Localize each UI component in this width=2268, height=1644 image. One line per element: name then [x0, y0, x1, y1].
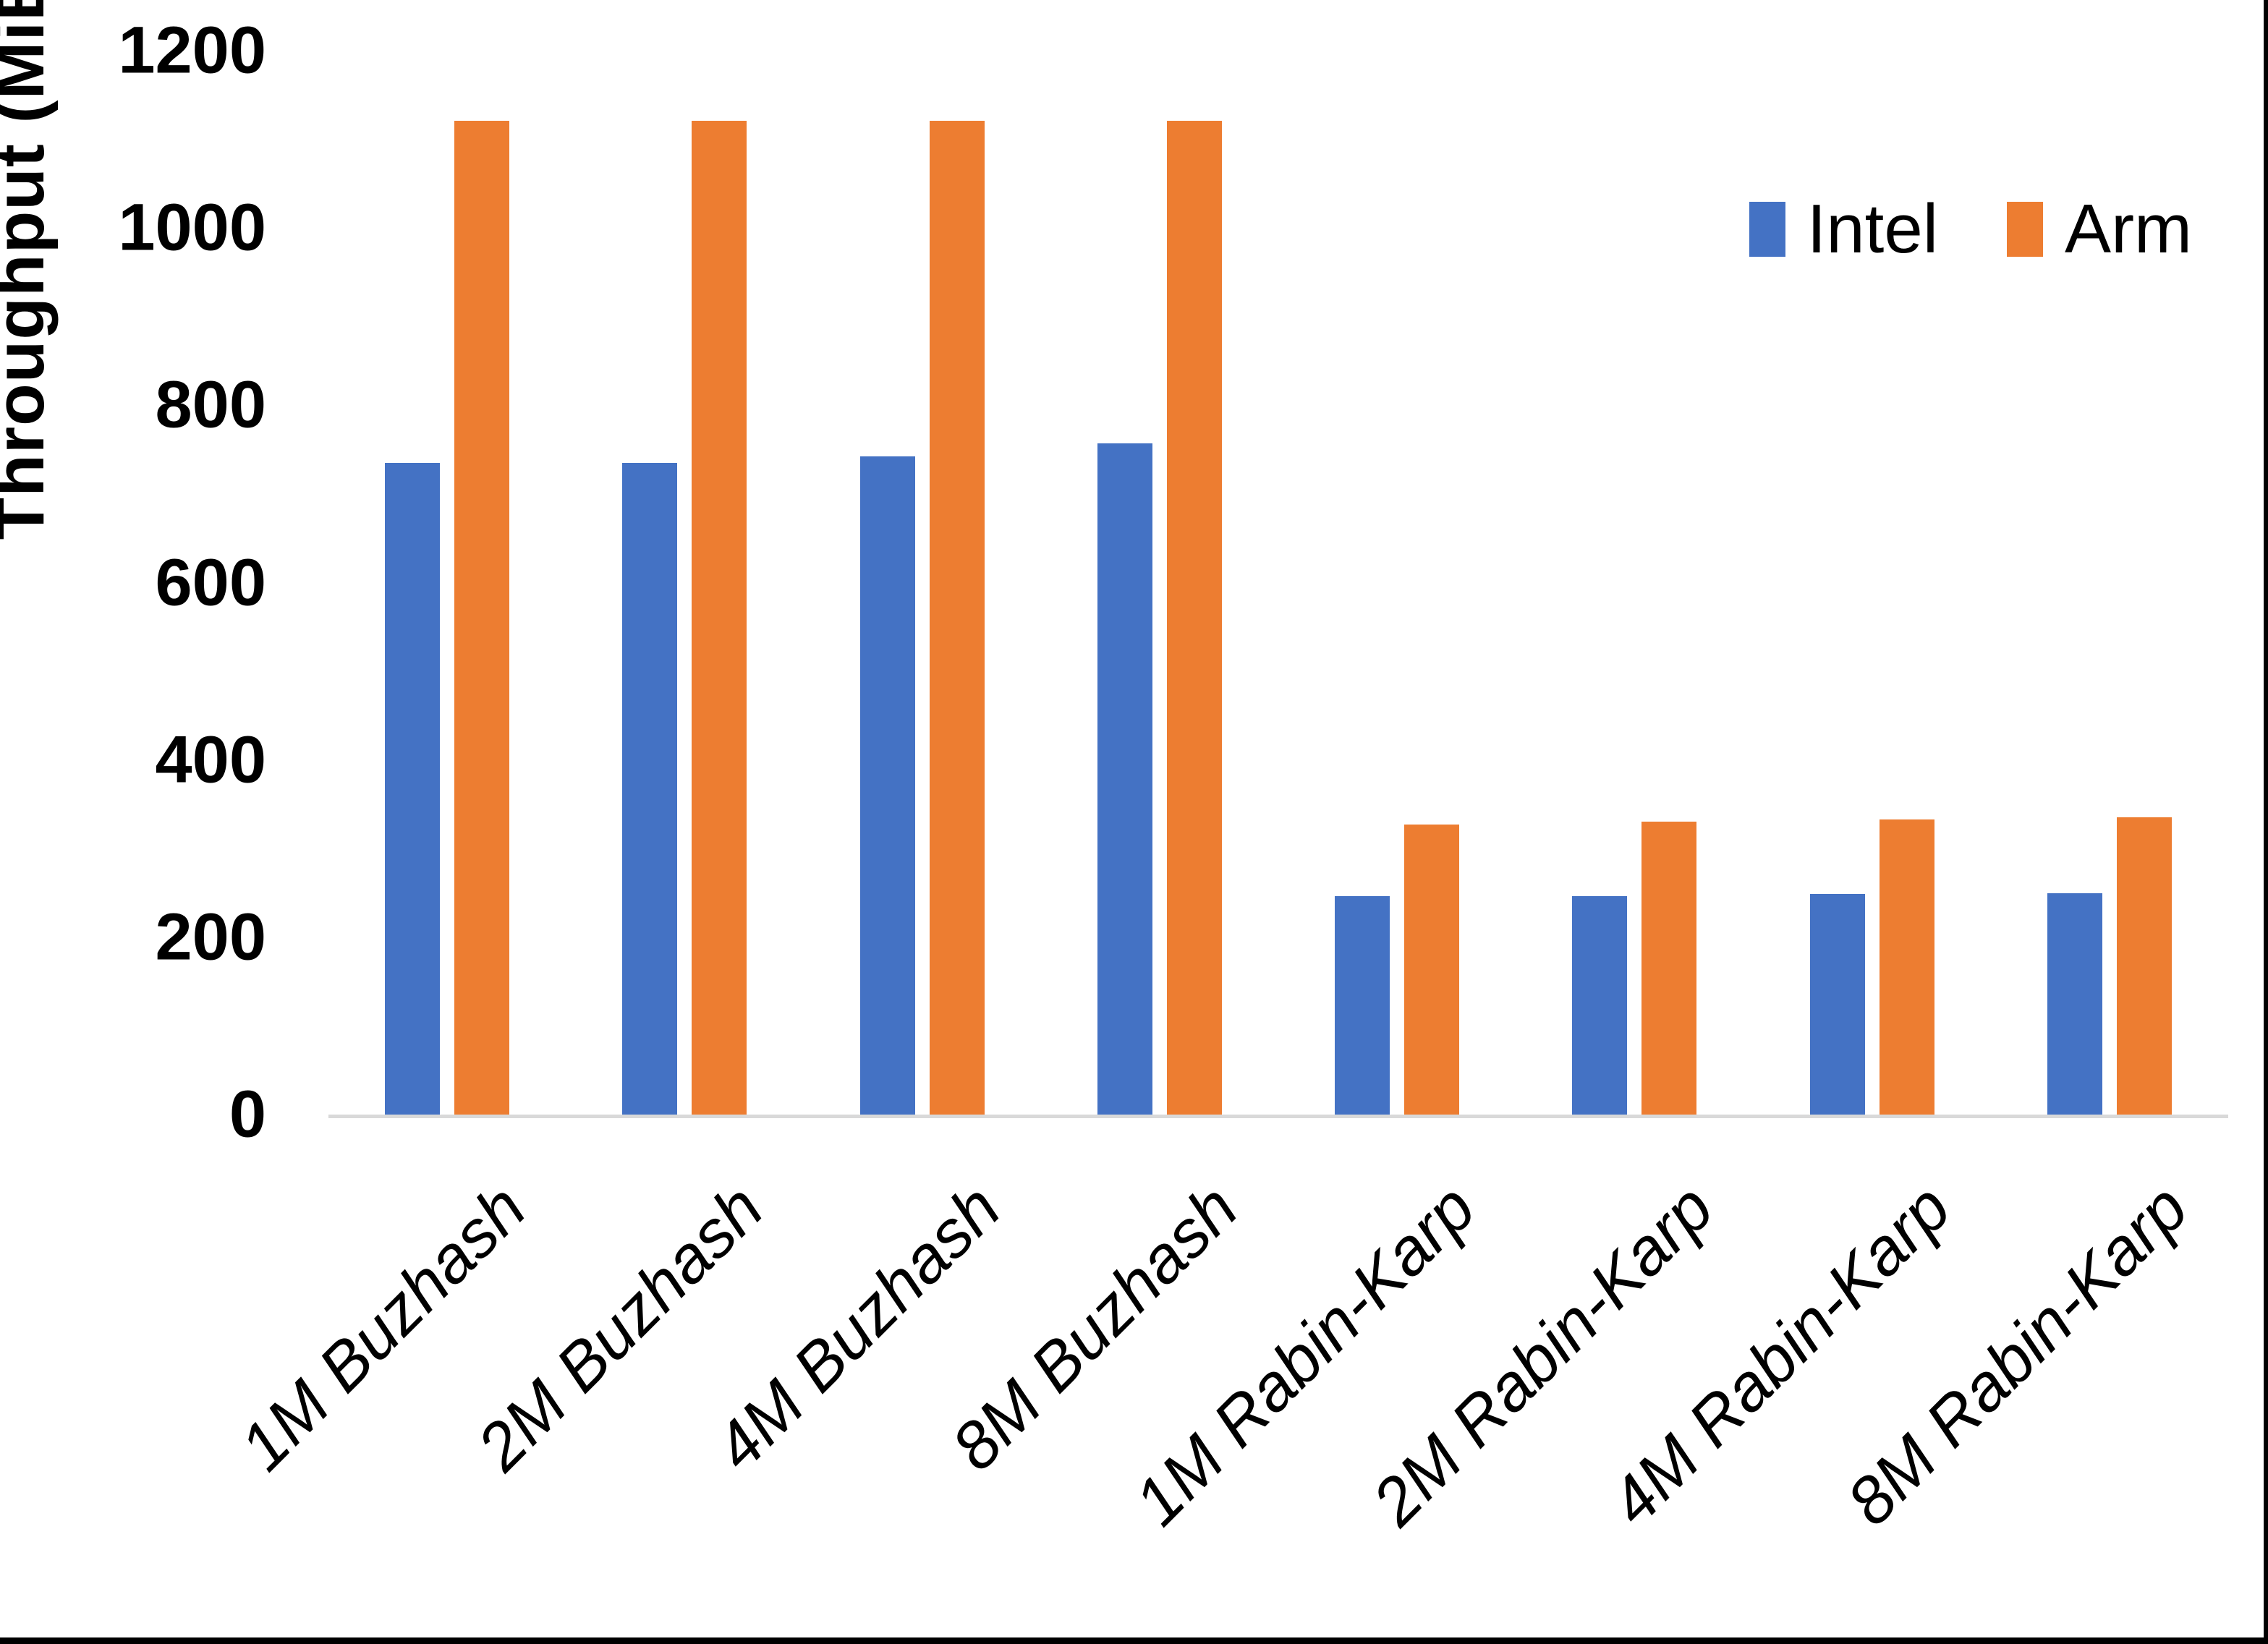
legend-label-intel: Intel [1806, 190, 1939, 268]
x-axis-line [328, 1115, 2228, 1118]
window-border-bottom [0, 1637, 2268, 1644]
legend-swatch-intel-icon [1749, 202, 1785, 257]
bar-arm-8 [2116, 817, 2172, 1115]
y-tick-label: 1200 [118, 13, 266, 88]
y-tick-label: 800 [155, 367, 267, 442]
y-axis-title: Throughput (MiB/s) [0, 0, 59, 540]
legend: Intel Arm [1749, 189, 2192, 269]
y-tick-label: 400 [155, 723, 267, 797]
bar-arm-1 [454, 120, 510, 1115]
bar-intel-3 [859, 456, 915, 1115]
bar-intel-1 [385, 463, 441, 1115]
y-tick-label: 1000 [118, 190, 266, 265]
legend-entry-arm: Arm [2007, 189, 2192, 269]
bar-arm-4 [1166, 120, 1222, 1115]
bar-arm-7 [1879, 819, 1934, 1115]
y-tick-label: 600 [155, 545, 267, 619]
bar-intel-8 [2047, 893, 2102, 1115]
window-border-right [2264, 0, 2268, 1644]
bar-intel-2 [622, 463, 678, 1115]
legend-label-arm: Arm [2065, 190, 2192, 268]
bar-arm-2 [692, 120, 747, 1115]
legend-swatch-arm-icon [2007, 202, 2044, 257]
bar-intel-4 [1097, 443, 1152, 1115]
y-tick-label: 0 [229, 1077, 266, 1151]
bar-intel-5 [1335, 896, 1390, 1115]
legend-entry-intel: Intel [1749, 189, 1938, 269]
bar-arm-5 [1404, 825, 1460, 1115]
bar-intel-7 [1809, 893, 1865, 1115]
bar-arm-3 [929, 120, 985, 1115]
bar-intel-6 [1572, 896, 1628, 1115]
bar-arm-6 [1641, 822, 1697, 1115]
plot-area [328, 0, 2228, 1644]
y-tick-label: 200 [155, 900, 267, 974]
